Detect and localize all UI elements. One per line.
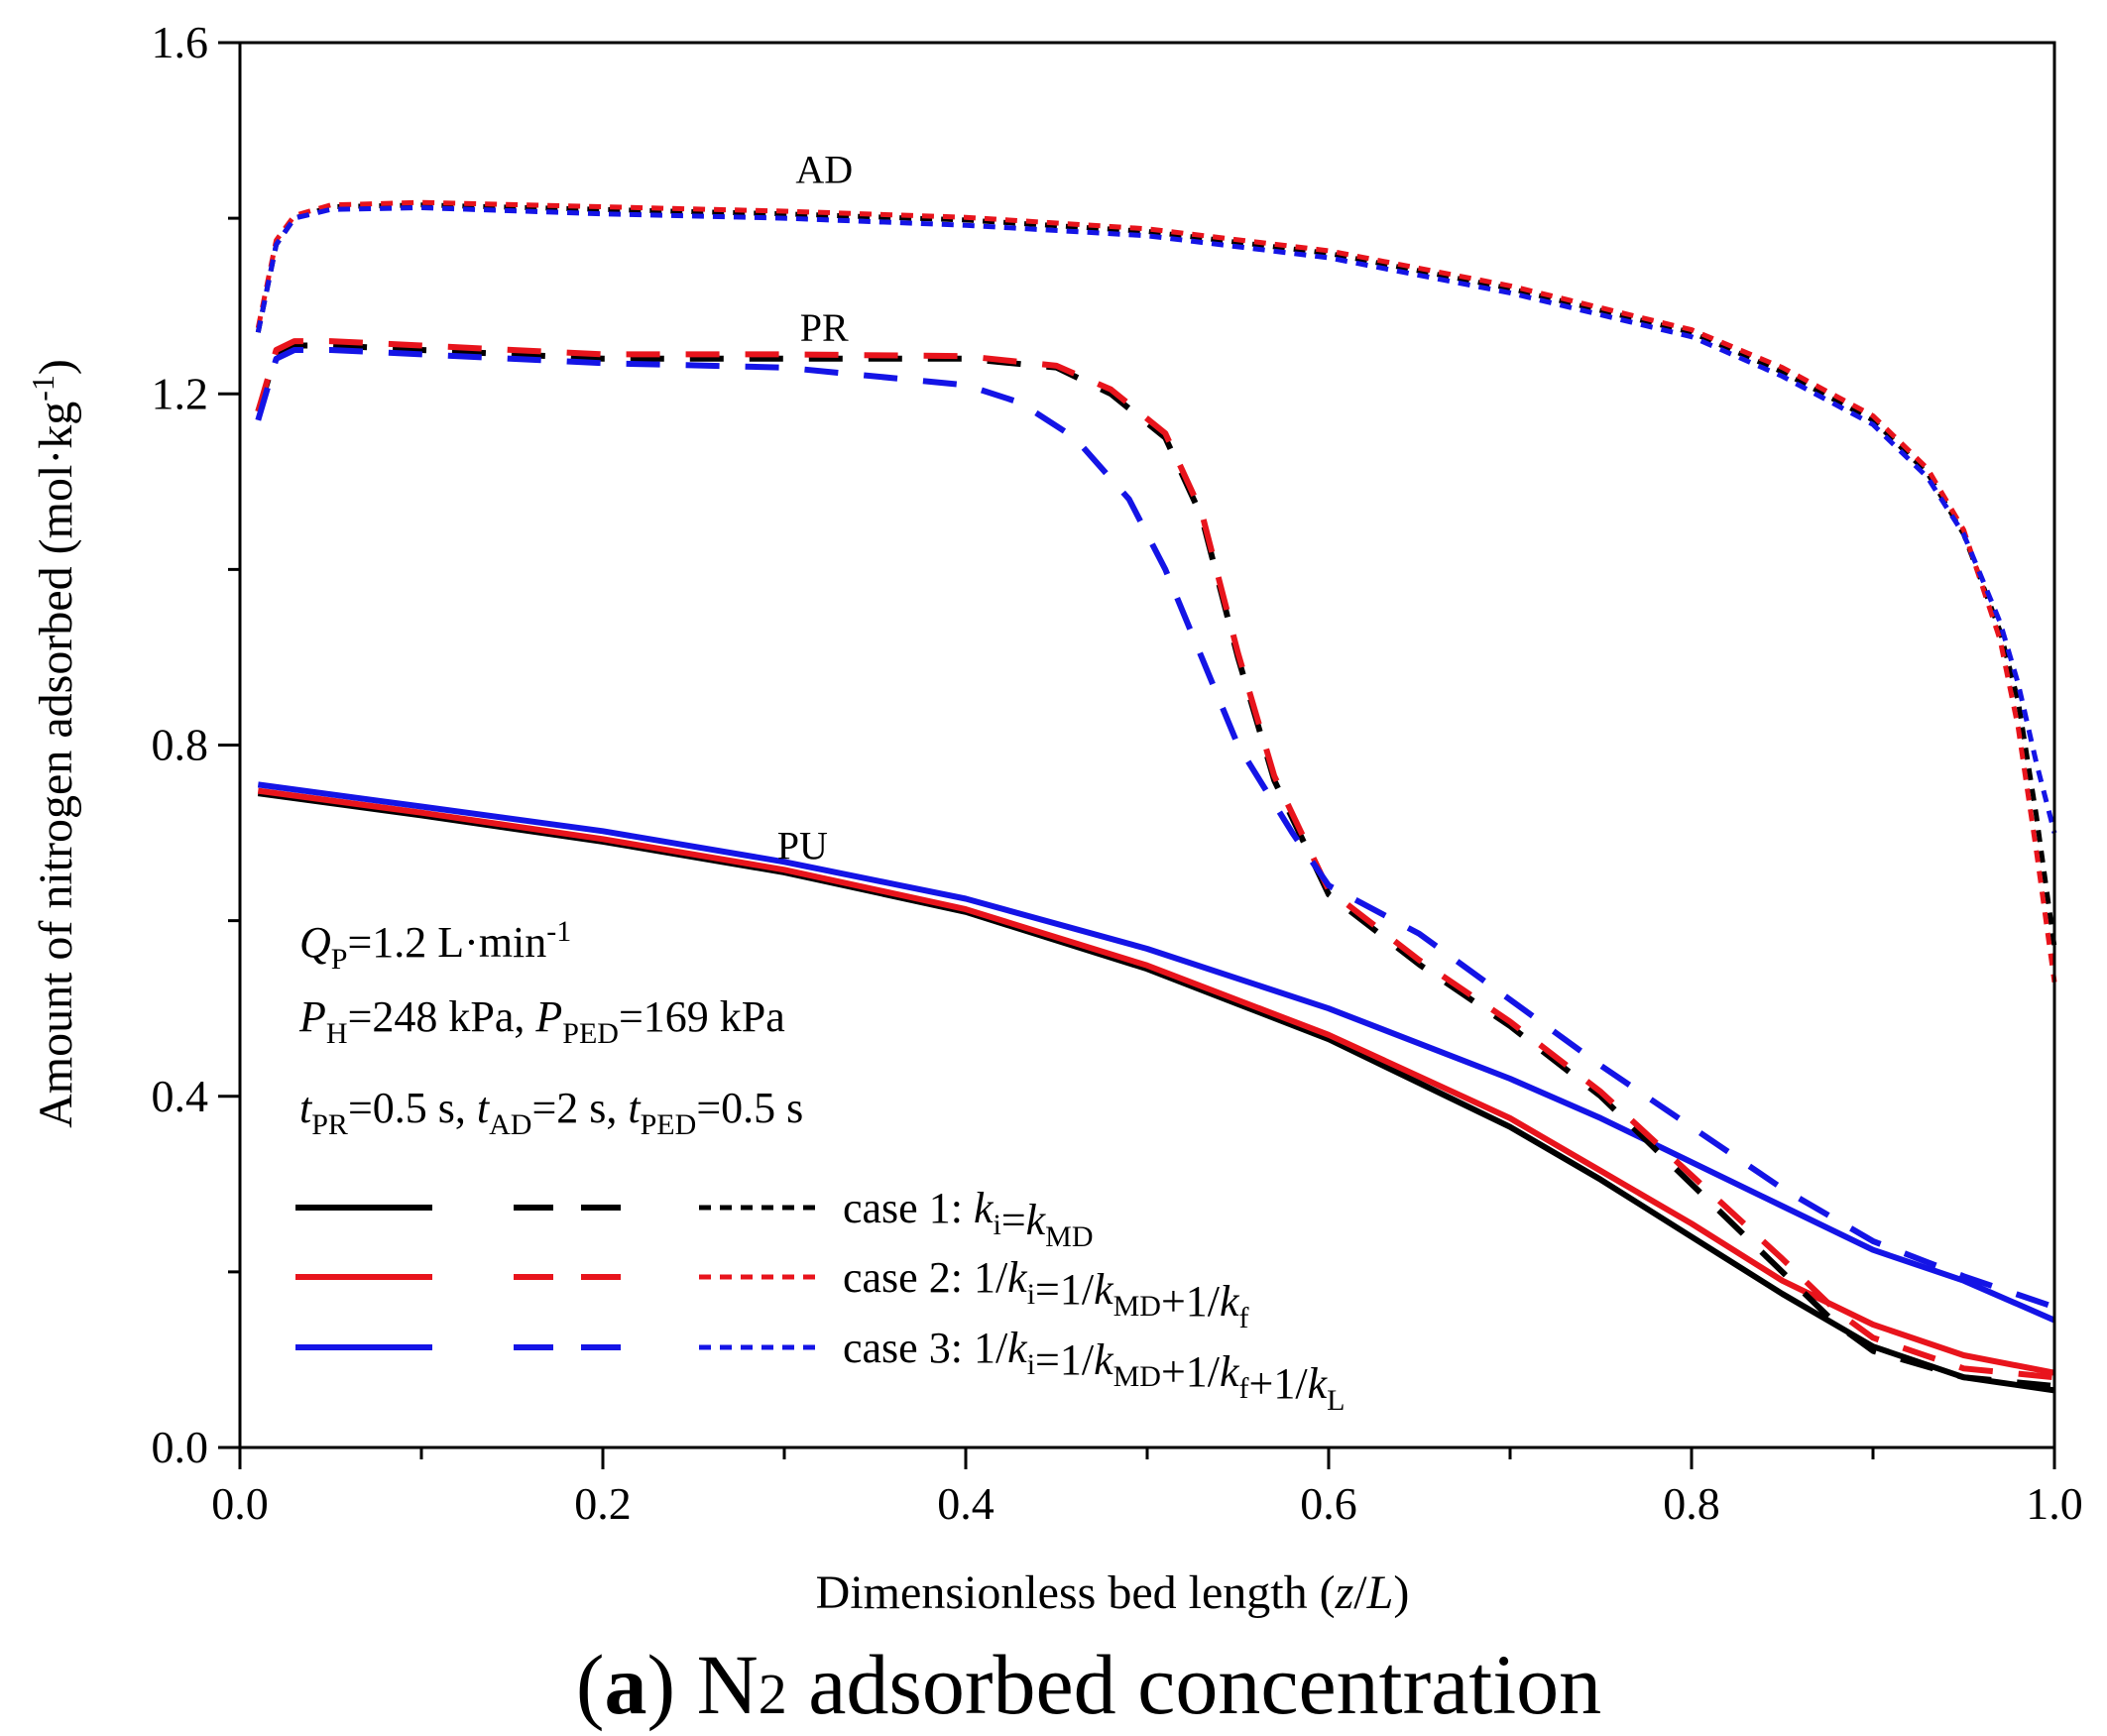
annotation-layer: AD PR PU [777,148,853,868]
x-tick-label: 0.0 [211,1478,269,1529]
legend-case-3-label: case 3: 1/ki=1/kMD+1/kf+1/kL [843,1324,1345,1417]
y-tick-label: 0.8 [152,720,209,770]
annotation-pu: PU [777,824,828,868]
condition-pressures: PH=248 kPa, PPED=169 kPa [298,992,785,1050]
series-line-case3-PR [255,347,2055,1311]
x-tick-label: 0.6 [1300,1478,1357,1529]
y-tick-label: 0.0 [152,1422,209,1472]
y-tick-label: 1.2 [152,368,209,418]
y-tick-label: 0.4 [152,1071,209,1121]
legend-case-1: case 1: ki=kMD [295,1184,1094,1253]
x-tick-label: 0.8 [1663,1478,1720,1529]
x-tick-label: 0.4 [937,1478,995,1529]
x-tick-label: 0.2 [574,1478,632,1529]
series-line-case3-AD [255,205,2057,834]
series-line-case3-PU [257,781,2056,1324]
annotation-pr: PR [800,305,849,350]
y-tick-label: 1.6 [152,17,209,67]
plot-frame [238,41,2056,1449]
legend-case-2-label: case 2: 1/ki=1/kMD+1/kf [843,1253,1249,1334]
condition-times: tPR=0.5 s, tAD=2 s, tPED=0.5 s [299,1084,803,1141]
legend-case-3: case 3: 1/ki=1/kMD+1/kf+1/kL [295,1324,1345,1417]
x-axis-label: Dimensionless bed length (z/L) [816,1566,1410,1619]
series-line-case2-PU [257,787,2055,1376]
ticks-layer: 0.0 0.2 0.4 0.6 0.8 1.0 0.0 0.4 0.8 1.2 1.6 [152,17,2083,1529]
legend-case-1-label: case 1: ki=kMD [843,1184,1094,1253]
x-tick-label: 1.0 [2026,1478,2083,1529]
legend-case-2: case 2: 1/ki=1/kMD+1/kf [295,1253,1249,1334]
figure-caption: (a) N2 adsorbed concentration [576,1637,1601,1732]
series-line-case2-AD [255,199,2057,983]
operating-conditions: QP=1.2 L·min-1 PH=248 kPa, PPED=169 kPa … [298,915,803,1141]
y-axis-label: Amount of nitrogen adsorbed (mol·kg-1) [25,359,82,1128]
annotation-ad: AD [795,148,853,192]
series-layer [255,199,2057,1394]
condition-qp: QP=1.2 L·min-1 [299,915,571,976]
series-line-case2-PR [255,338,2055,1381]
